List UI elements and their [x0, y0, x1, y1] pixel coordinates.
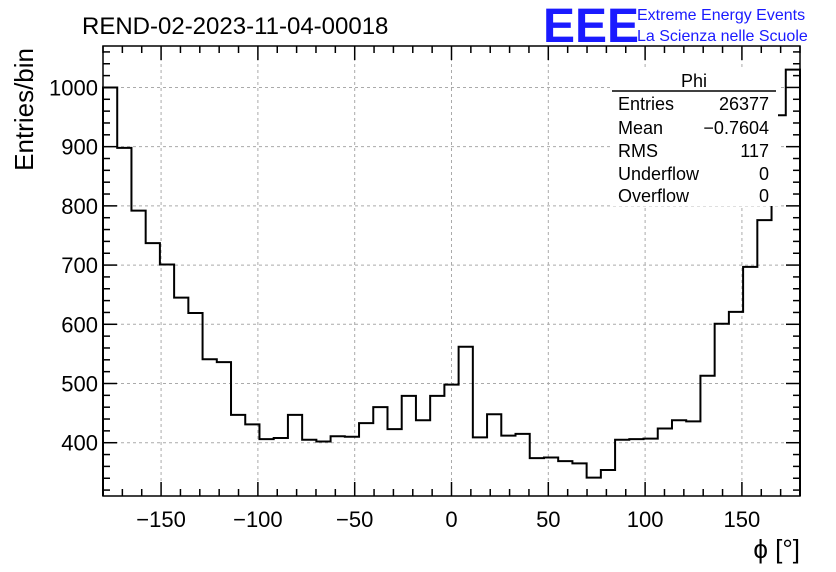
histogram-outline — [102, 68, 801, 496]
axes — [102, 45, 801, 497]
x-tick-label: −100 — [233, 507, 283, 532]
x-axis-title: ϕ [°] — [753, 534, 800, 564]
stats-value-entries: 26377 — [719, 94, 769, 114]
histogram-bin — [373, 407, 387, 496]
histogram-bin — [288, 415, 302, 496]
stats-value-mean: −0.7604 — [703, 118, 769, 138]
histogram-bin — [203, 359, 217, 496]
chart-title: REND-02-2023-11-04-00018 — [82, 13, 388, 40]
histogram-bin — [146, 243, 160, 496]
histogram-bin — [331, 436, 345, 496]
x-tick-label: −50 — [336, 507, 373, 532]
logo-line-1: Extreme Energy Events — [637, 7, 805, 24]
stats-value-underflow: 0 — [759, 164, 769, 184]
histogram-bin — [444, 385, 458, 496]
histogram-bin — [302, 440, 316, 496]
histogram-bin — [487, 414, 501, 496]
histogram-bin — [530, 458, 544, 496]
histogram-bin — [188, 313, 202, 496]
histogram-bin — [757, 220, 771, 496]
histogram-bin — [416, 420, 430, 496]
histogram-bin — [558, 461, 572, 496]
stats-box: Phi Entries 26377 Mean −0.7604 RMS 117 U… — [610, 70, 778, 206]
stats-value-rms: 117 — [740, 141, 769, 161]
y-tick-label: 600 — [61, 312, 98, 337]
logo-line-2: La Scienza nelle Scuole — [637, 28, 808, 45]
histogram-bin — [345, 437, 359, 496]
x-tick-label: −150 — [136, 507, 186, 532]
eee-logo: EEE Extreme Energy Events La Scienza nel… — [543, 0, 808, 53]
y-tick-label: 800 — [61, 194, 98, 219]
histogram-bin — [160, 264, 174, 496]
histogram-bin — [217, 362, 231, 496]
stats-box-title: Phi — [681, 71, 707, 91]
histogram-bin — [387, 429, 401, 496]
x-tick-label: 50 — [536, 507, 560, 532]
y-tick-label: 1000 — [49, 75, 98, 100]
histogram-bin — [601, 470, 615, 496]
histogram-bin — [316, 442, 330, 496]
histogram-bin — [430, 396, 444, 496]
histogram-bin — [516, 434, 530, 496]
histogram-bin — [658, 429, 672, 497]
x-tick-labels: −150 −100 −50 0 50 100 150 — [136, 507, 760, 532]
stats-label-entries: Entries — [618, 94, 674, 114]
histogram-bin — [672, 420, 686, 496]
stats-label-mean: Mean — [618, 118, 663, 138]
stats-label-rms: RMS — [618, 141, 658, 161]
stats-label-underflow: Underflow — [618, 164, 700, 184]
histogram-bin — [544, 458, 558, 496]
histogram-bin — [174, 298, 188, 496]
histogram-bin — [259, 439, 273, 496]
stats-value-overflow: 0 — [759, 186, 769, 206]
histogram-bin — [131, 211, 145, 496]
y-tick-label: 700 — [61, 253, 98, 278]
histogram-bin — [629, 439, 643, 496]
histogram-bin — [359, 423, 373, 496]
y-tick-label: 900 — [61, 135, 98, 160]
histogram-bin — [402, 396, 416, 496]
stats-label-overflow: Overflow — [618, 186, 690, 206]
histogram-bin — [501, 436, 515, 496]
histogram-bin — [686, 421, 700, 496]
histogram-bin — [715, 324, 729, 496]
histogram-bin — [786, 70, 800, 496]
y-axis-title: Entries/bin — [9, 48, 39, 171]
histogram-bin — [459, 347, 473, 496]
x-tick-label: 100 — [627, 507, 664, 532]
histogram-bin — [572, 463, 586, 496]
y-tick-label: 400 — [61, 431, 98, 456]
histogram-bin — [729, 312, 743, 496]
x-tick-label: 150 — [724, 507, 761, 532]
histogram-bin — [231, 415, 245, 496]
histogram-bin — [103, 87, 117, 496]
histogram-bin — [587, 478, 601, 496]
histogram-bin — [743, 267, 757, 496]
logo-mark: EEE — [543, 0, 639, 53]
y-tick-labels: 400 500 600 700 800 900 1000 — [49, 75, 98, 455]
histogram-bin — [473, 437, 487, 496]
y-tick-label: 500 — [61, 372, 98, 397]
x-tick-label: 0 — [445, 507, 457, 532]
histogram-bin — [117, 148, 131, 496]
histogram-bin — [274, 438, 288, 496]
histogram-bin — [615, 440, 629, 496]
histogram-bin — [700, 376, 714, 496]
stats-box-background — [610, 70, 778, 206]
